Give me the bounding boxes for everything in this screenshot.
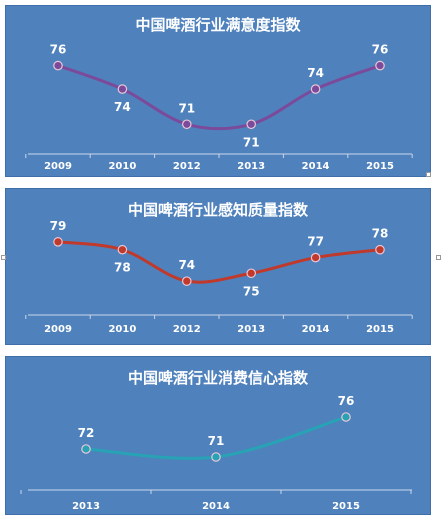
x-tick-label: 2014 — [202, 501, 230, 512]
x-tick-label: 2009 — [44, 324, 72, 335]
x-tick-label: 2012 — [173, 324, 201, 335]
chart-panel-satisfaction: 中国啤酒行业满意度指数 2009 2010 2012 2013 2014 2015 76 74 7… — [5, 5, 431, 177]
resize-handle[interactable] — [436, 255, 441, 260]
resize-handle[interactable] — [1, 255, 6, 260]
x-tick-label: 2015 — [366, 324, 394, 335]
data-point — [81, 444, 91, 454]
x-tick-label: 2015 — [332, 501, 360, 512]
data-point — [53, 60, 63, 71]
x-tick-label: 2014 — [302, 161, 330, 172]
chart-confidence: 中国啤酒行业消费信心指数 2013 2014 2015 72 71 76 — [20, 369, 412, 512]
data-label: 79 — [50, 219, 67, 233]
chart-title: 中国啤酒行业消费信心指数 — [128, 369, 309, 387]
resize-handle[interactable] — [426, 172, 431, 177]
data-label: 74 — [178, 258, 195, 272]
chart-title: 中国啤酒行业感知质量指数 — [128, 201, 309, 219]
data-point — [117, 84, 128, 94]
data-label: 72 — [78, 426, 95, 440]
data-label: 71 — [208, 434, 225, 448]
data-label: 75 — [243, 284, 260, 298]
data-point — [53, 237, 63, 247]
chart-satisfaction: 中国啤酒行业满意度指数 2009 2010 2012 2013 2014 2015 76 74 7… — [25, 16, 413, 172]
chart-panel-quality: 中国啤酒行业感知质量指数 2009 2010 2012 2013 2014 2015 79 78… — [5, 188, 431, 345]
data-point — [310, 252, 321, 263]
x-tick-label: 2010 — [108, 161, 136, 172]
series-line — [56, 240, 382, 284]
data-label: 78 — [114, 261, 131, 275]
data-point — [182, 119, 192, 130]
data-label: 71 — [243, 135, 260, 149]
data-point — [246, 119, 256, 130]
data-point — [182, 276, 192, 286]
chart-title: 中国啤酒行业满意度指数 — [135, 16, 301, 34]
x-tick-label: 2013 — [237, 324, 265, 335]
data-label: 74 — [307, 66, 324, 80]
chart-panel-confidence: 中国啤酒行业消费信心指数 2013 2014 2015 72 71 76 — [5, 356, 431, 515]
x-tick-label: 2009 — [44, 161, 72, 172]
data-label: 74 — [114, 100, 131, 114]
data-label: 78 — [372, 227, 389, 241]
x-tick-label: 2012 — [173, 161, 201, 172]
data-label: 71 — [178, 101, 195, 115]
chart-quality: 中国啤酒行业感知质量指数 2009 2010 2012 2013 2014 2015 79 78… — [25, 201, 413, 335]
data-point — [341, 412, 351, 422]
data-label: 77 — [307, 235, 324, 249]
data-point — [246, 268, 256, 279]
x-tick-label: 2013 — [72, 501, 100, 512]
x-tick-label: 2015 — [366, 161, 394, 172]
data-point — [211, 452, 221, 462]
series-line — [56, 64, 382, 131]
x-tick-label: 2010 — [108, 324, 136, 335]
data-point — [375, 244, 385, 255]
x-tick-label: 2014 — [302, 324, 330, 335]
data-label: 76 — [338, 394, 355, 408]
data-point — [117, 244, 128, 255]
data-point — [310, 84, 321, 94]
data-label: 76 — [50, 43, 67, 57]
data-label: 76 — [372, 43, 389, 57]
x-tick-label: 2013 — [237, 161, 265, 172]
data-point — [375, 60, 385, 71]
